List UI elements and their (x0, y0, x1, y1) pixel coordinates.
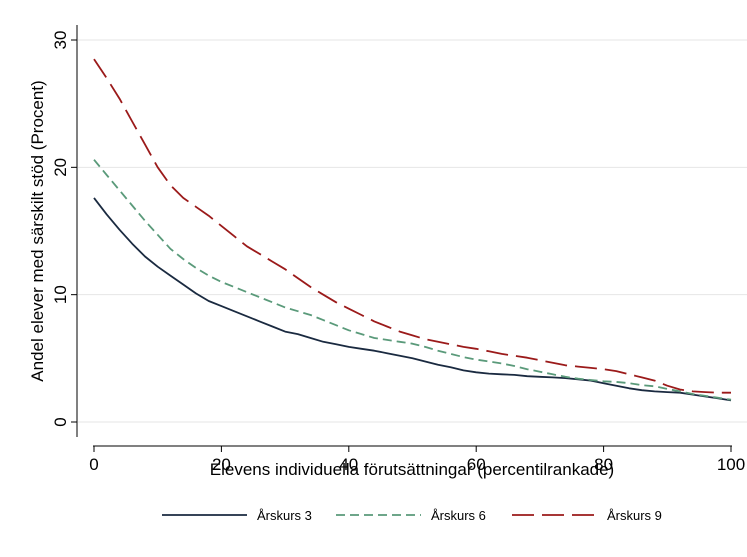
series-lines (93, 58, 732, 402)
x-tick-label: 40 (339, 455, 358, 474)
y-axis-ticks: 0 10 20 30 (51, 31, 77, 427)
legend-label: Årskurs 6 (431, 508, 486, 523)
y-tick-label: 10 (51, 285, 70, 304)
x-tick-label: 20 (212, 455, 231, 474)
legend-label: Årskurs 9 (607, 508, 662, 523)
series-line-1 (93, 197, 732, 402)
series-line-2 (93, 159, 732, 401)
x-axis-label: Elevens individuella förutsättningar (pe… (210, 460, 614, 479)
y-tick-label: 30 (51, 31, 70, 50)
y-tick-label: 0 (51, 417, 70, 426)
grid-lines (78, 39, 747, 423)
x-tick-label: 100 (717, 455, 745, 474)
y-axis-label: Andel elever med särskilt stöd (Procent) (28, 80, 47, 381)
y-tick-label: 20 (51, 158, 70, 177)
legend: Årskurs 3 Årskurs 6 Årskurs 9 (162, 508, 662, 523)
x-tick-label: 80 (594, 455, 613, 474)
x-tick-label: 60 (467, 455, 486, 474)
x-tick-label: 0 (89, 455, 98, 474)
axes (76, 25, 732, 447)
x-axis-ticks: 0 20 40 60 80 100 (89, 446, 745, 474)
series-line-3 (93, 58, 731, 394)
legend-label: Årskurs 3 (257, 508, 312, 523)
